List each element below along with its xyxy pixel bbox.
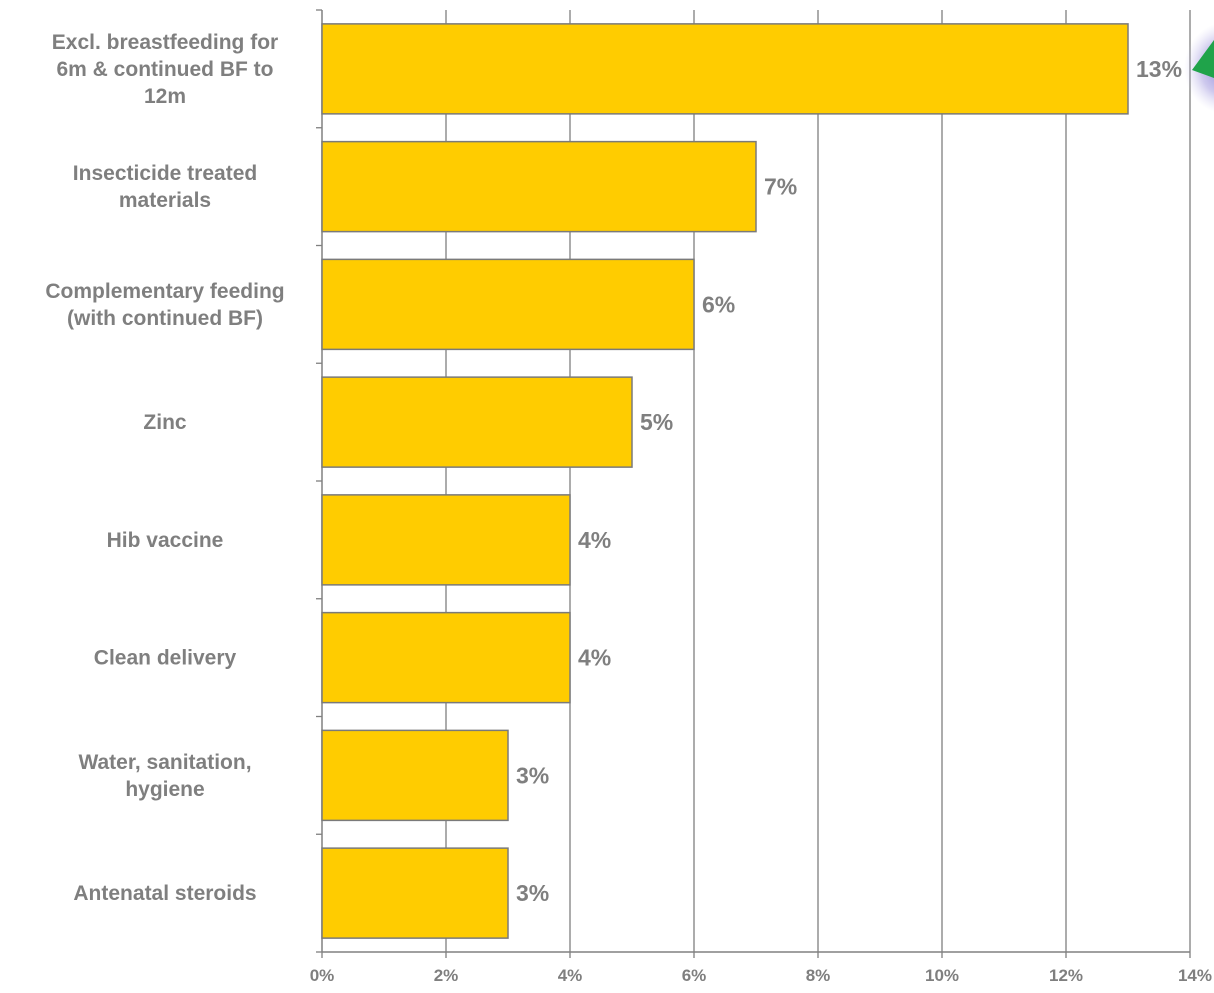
- category-label-5: Clean delivery: [94, 647, 237, 670]
- bar-6: [321, 729, 509, 822]
- category-label-line: Zinc: [143, 411, 186, 434]
- bar-5: [321, 611, 571, 704]
- x-tick-label-5: 10%: [925, 966, 959, 985]
- category-label-line: Insecticide treated: [73, 162, 257, 185]
- category-label-4: Hib vaccine: [107, 529, 224, 552]
- x-tick-label-2: 4%: [558, 966, 583, 985]
- value-label-3: 5%: [640, 409, 673, 435]
- category-label-0: Excl. breastfeeding for 6m & continued BF…: [52, 31, 278, 108]
- category-label-line: Hib vaccine: [107, 529, 224, 552]
- bar-0: [321, 23, 1129, 115]
- bar-7: [321, 847, 509, 939]
- category-label-line: Excl. breastfeeding for: [52, 31, 278, 54]
- value-label-1: 7%: [764, 174, 797, 200]
- category-label-line: Antenatal steroids: [73, 882, 256, 905]
- value-label-2: 6%: [702, 291, 735, 317]
- x-tick-label-7: 14%: [1178, 966, 1212, 985]
- category-label-line: hygiene: [125, 778, 204, 801]
- value-labels: 13% 7% 6% 5% 4% 4% 3% 3%: [516, 56, 1182, 906]
- category-label-line: Complementary feeding: [45, 280, 284, 303]
- bar-3: [321, 376, 633, 468]
- value-label-4: 4%: [578, 527, 611, 553]
- x-tick-labels: 0% 2% 4% 6% 8% 10% 12% 14%: [310, 966, 1212, 985]
- category-label-line: (with continued BF): [67, 307, 263, 330]
- callout-decoration: [1184, 23, 1214, 113]
- bar-1: [321, 140, 757, 233]
- green-pointer-icon: [1192, 40, 1214, 78]
- category-label-7: Antenatal steroids: [73, 882, 256, 905]
- bars: [321, 23, 1129, 939]
- value-label-5: 4%: [578, 645, 611, 671]
- category-labels: Excl. breastfeeding for 6m & continued BF…: [45, 31, 284, 905]
- x-tick-label-4: 8%: [806, 966, 831, 985]
- value-label-7: 3%: [516, 880, 549, 906]
- category-label-line: Clean delivery: [94, 647, 237, 670]
- x-tick-label-1: 2%: [434, 966, 459, 985]
- bar-4: [321, 494, 571, 586]
- category-label-line: materials: [119, 189, 211, 212]
- category-label-6: Water, sanitation, hygiene: [78, 751, 251, 801]
- x-tick-label-0: 0%: [310, 966, 335, 985]
- value-label-0: 13%: [1136, 56, 1182, 82]
- category-label-line: 6m & continued BF to: [57, 58, 274, 81]
- bar-2: [321, 258, 695, 351]
- category-label-line: 12m: [144, 85, 186, 108]
- x-tick-label-3: 6%: [682, 966, 707, 985]
- category-label-1: Insecticide treated materials: [73, 162, 257, 212]
- x-tick-label-6: 12%: [1049, 966, 1083, 985]
- category-label-3: Zinc: [143, 411, 186, 434]
- category-label-2: Complementary feeding (with continued BF): [45, 280, 284, 330]
- category-label-line: Water, sanitation,: [78, 751, 251, 774]
- value-label-6: 3%: [516, 762, 549, 788]
